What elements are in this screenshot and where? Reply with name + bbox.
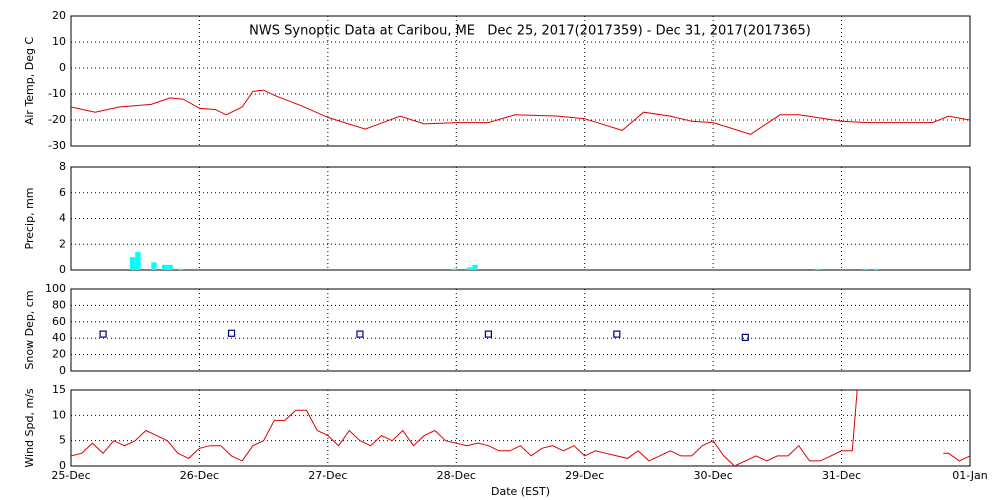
bar — [472, 264, 478, 270]
point — [356, 330, 364, 338]
bar — [151, 262, 157, 270]
y-tick-label: 10 — [52, 35, 66, 48]
plot-frame — [70, 288, 971, 372]
plot-frame — [70, 15, 971, 147]
chart-title: NWS Synoptic Data at Caribou, ME Dec 25,… — [249, 24, 811, 39]
bar — [814, 268, 821, 270]
x-tick-label: 01-Jan — [952, 469, 988, 482]
x-tick-label: 30-Dec — [694, 469, 733, 482]
y-tick-label: 8 — [59, 160, 66, 173]
bar — [873, 268, 880, 270]
y-tick-label: 100 — [45, 282, 66, 295]
bar — [167, 264, 173, 270]
y-tick-label: 10 — [52, 408, 66, 421]
plot-frame — [70, 166, 971, 271]
y-tick-label: 2 — [59, 237, 66, 250]
bar — [135, 251, 141, 270]
y-tick-label: 20 — [52, 348, 66, 361]
point — [741, 333, 749, 341]
y-tick-label: 5 — [59, 434, 66, 447]
y-tick-label: 0 — [59, 263, 66, 276]
bar — [178, 268, 184, 270]
point — [99, 330, 107, 338]
data-line — [71, 390, 970, 466]
plot-area — [129, 251, 880, 270]
y-tick-label: 4 — [59, 212, 66, 225]
y-tick-label: 20 — [52, 9, 66, 22]
y-tick-label: -30 — [48, 139, 66, 152]
y-tick-label: 15 — [52, 383, 66, 396]
y-tick-label: -20 — [48, 113, 66, 126]
bar — [161, 264, 168, 270]
plot-frame — [70, 389, 971, 467]
y-tick-label: 60 — [52, 315, 66, 328]
plot-area — [71, 390, 970, 466]
x-tick-label: 25-Dec — [51, 469, 90, 482]
x-tick-label: 31-Dec — [822, 469, 861, 482]
plot-area — [99, 329, 749, 341]
x-axis-label: Date (EST) — [491, 485, 550, 498]
plot-area — [71, 89, 970, 135]
point — [484, 330, 492, 338]
x-tick-label: 28-Dec — [437, 469, 476, 482]
y-tick-label: 0 — [59, 364, 66, 377]
y-axis-label: Precip, mm — [23, 188, 36, 250]
data-line — [71, 89, 970, 135]
y-tick-label: 0 — [59, 459, 66, 472]
y-axis-label: Wind Spd, m/s — [23, 388, 36, 468]
y-tick-label: 80 — [52, 298, 66, 311]
y-tick-label: 6 — [59, 186, 66, 199]
y-tick-label: 0 — [59, 61, 66, 74]
bar — [466, 267, 473, 270]
x-tick-label: 26-Dec — [180, 469, 219, 482]
x-tick-label: 29-Dec — [565, 469, 604, 482]
x-tick-label: 27-Dec — [308, 469, 347, 482]
bar — [862, 268, 869, 270]
bar — [129, 257, 136, 270]
y-axis-label: Air Temp, Deg C — [23, 37, 36, 126]
point — [613, 330, 621, 338]
point — [227, 329, 236, 337]
y-tick-label: -10 — [48, 87, 66, 100]
y-axis-label: Snow Dep, cm — [23, 290, 36, 369]
bar — [450, 268, 457, 270]
y-tick-label: 40 — [52, 331, 66, 344]
